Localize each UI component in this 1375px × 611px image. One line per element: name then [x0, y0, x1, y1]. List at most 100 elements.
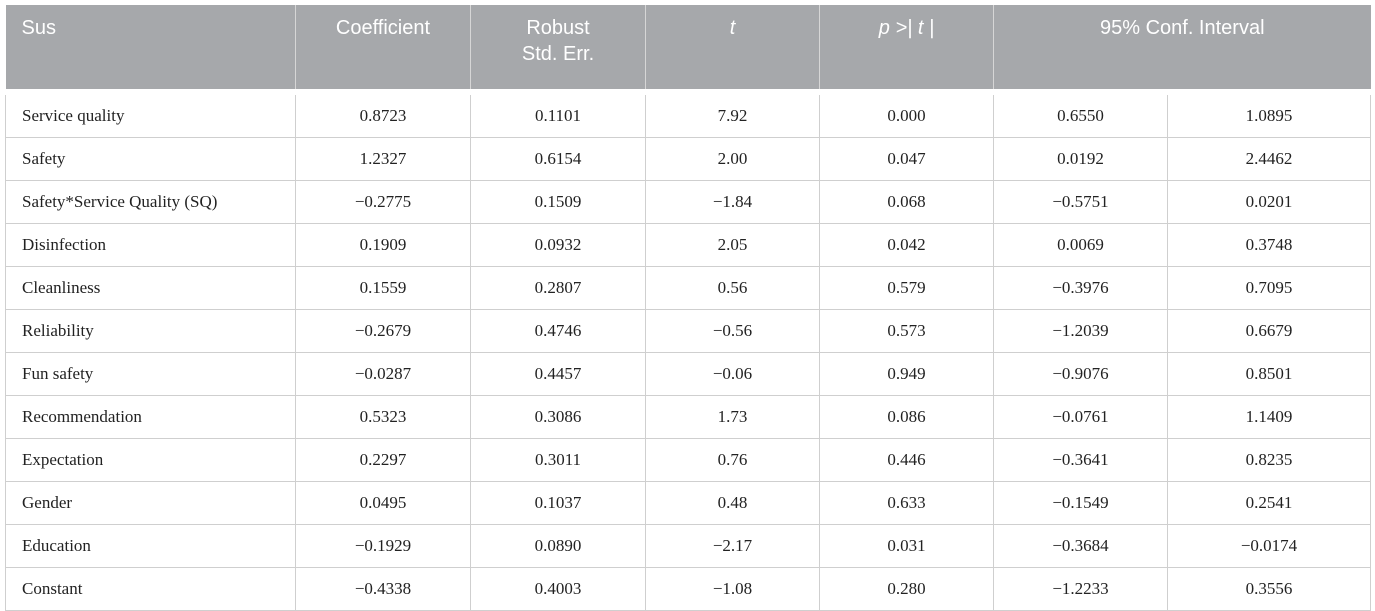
table-body: Service quality 0.8723 0.1101 7.92 0.000 0.65…	[5, 89, 1371, 611]
cell-value: −0.3641	[993, 438, 1168, 482]
row-label: Reliability	[5, 309, 296, 353]
cell-value: 0.6679	[1167, 309, 1371, 353]
cell-value: 1.1409	[1167, 395, 1371, 439]
cell-value: −0.0287	[295, 352, 471, 396]
cell-value: 2.00	[645, 137, 820, 181]
cell-value: 0.042	[819, 223, 994, 267]
cell-value: 0.48	[645, 481, 820, 525]
cell-value: 0.8723	[295, 89, 471, 138]
table-row: Service quality 0.8723 0.1101 7.92 0.000 0.65…	[5, 89, 1371, 138]
row-label: Constant	[5, 567, 296, 611]
cell-value: 0.446	[819, 438, 994, 482]
cell-value: 0.3556	[1167, 567, 1371, 611]
row-label: Education	[5, 524, 296, 568]
row-label: Fun safety	[5, 352, 296, 396]
cell-value: −0.4338	[295, 567, 471, 611]
cell-value: −1.84	[645, 180, 820, 224]
cell-value: 0.047	[819, 137, 994, 181]
cell-value: 0.949	[819, 352, 994, 396]
cell-value: 0.1037	[470, 481, 646, 525]
cell-value: 0.5323	[295, 395, 471, 439]
row-label: Safety*Service Quality (SQ)	[5, 180, 296, 224]
cell-value: 0.56	[645, 266, 820, 310]
cell-value: −0.0761	[993, 395, 1168, 439]
cell-value: −0.2679	[295, 309, 471, 353]
cell-value: 0.2807	[470, 266, 646, 310]
cell-value: −0.0174	[1167, 524, 1371, 568]
cell-value: −0.56	[645, 309, 820, 353]
cell-value: 0.8235	[1167, 438, 1371, 482]
cell-value: 0.068	[819, 180, 994, 224]
cell-value: 0.573	[819, 309, 994, 353]
cell-value: 0.0201	[1167, 180, 1371, 224]
table-row: Education −0.1929 0.0890 −2.17 0.031 −0.3684−…	[5, 524, 1371, 568]
column-header: Coefficient	[295, 5, 471, 92]
row-label: Gender	[5, 481, 296, 525]
table-row: Constant −0.4338 0.4003 −1.08 0.280 −1.2233 0.…	[5, 567, 1371, 611]
column-header: t	[645, 5, 820, 92]
regression-table: Sus Coefficient Robust Std. Err. t p >| t | 95…	[5, 5, 1371, 611]
row-label: Cleanliness	[5, 266, 296, 310]
table-row: Cleanliness 0.1559 0.2807 0.56 0.579 −0.3976 0…	[5, 266, 1371, 310]
row-label: Service quality	[5, 89, 296, 138]
cell-value: −1.2039	[993, 309, 1168, 353]
cell-value: 1.73	[645, 395, 820, 439]
cell-value: −1.08	[645, 567, 820, 611]
cell-value: 0.6154	[470, 137, 646, 181]
row-label: Disinfection	[5, 223, 296, 267]
cell-value: −0.5751	[993, 180, 1168, 224]
table-row: Fun safety −0.0287 0.4457 −0.06 0.949 −0.9076…	[5, 352, 1371, 396]
cell-value: 0.0069	[993, 223, 1168, 267]
cell-value: 1.0895	[1167, 89, 1371, 138]
column-header: p >| t |	[819, 5, 994, 92]
cell-value: 0.4003	[470, 567, 646, 611]
cell-value: −0.3684	[993, 524, 1168, 568]
header-row: Sus Coefficient Robust Std. Err. t p >| t | 95…	[5, 5, 1371, 92]
cell-value: 0.8501	[1167, 352, 1371, 396]
column-header: Sus	[5, 5, 296, 92]
cell-value: 0.4457	[470, 352, 646, 396]
cell-value: 0.633	[819, 481, 994, 525]
column-header: Robust Std. Err.	[470, 5, 646, 92]
cell-value: 7.92	[645, 89, 820, 138]
row-label: Safety	[5, 137, 296, 181]
table-row: Reliability −0.2679 0.4746 −0.56 0.573 −1.203…	[5, 309, 1371, 353]
cell-value: 1.2327	[295, 137, 471, 181]
column-header: 95% Conf. Interval	[993, 5, 1371, 92]
row-label: Recommendation	[5, 395, 296, 439]
cell-value: −0.06	[645, 352, 820, 396]
row-label: Expectation	[5, 438, 296, 482]
cell-value: 0.1559	[295, 266, 471, 310]
cell-value: 0.1909	[295, 223, 471, 267]
cell-value: −0.1549	[993, 481, 1168, 525]
cell-value: 0.086	[819, 395, 994, 439]
cell-value: 0.0495	[295, 481, 471, 525]
cell-value: −0.3976	[993, 266, 1168, 310]
cell-value: 0.7095	[1167, 266, 1371, 310]
cell-value: 0.76	[645, 438, 820, 482]
table-row: Disinfection 0.1909 0.0932 2.05 0.042 0.0069 0…	[5, 223, 1371, 267]
cell-value: 0.031	[819, 524, 994, 568]
table-row: Recommendation 0.5323 0.3086 1.73 0.086 −0.07…	[5, 395, 1371, 439]
cell-value: −0.1929	[295, 524, 471, 568]
header-line: Std. Err.	[521, 43, 595, 65]
cell-value: −0.9076	[993, 352, 1168, 396]
table-row: Safety*Service Quality (SQ) −0.2775 0.1509…	[5, 180, 1371, 224]
table-row: Safety 1.2327 0.6154 2.00 0.047 0.0192 2.4462	[5, 137, 1371, 181]
cell-value: −0.2775	[295, 180, 471, 224]
cell-value: 0.1101	[470, 89, 646, 138]
cell-value: −2.17	[645, 524, 820, 568]
cell-value: 0.0192	[993, 137, 1168, 181]
cell-value: 2.05	[645, 223, 820, 267]
table-row: Expectation 0.2297 0.3011 0.76 0.446 −0.3641 0…	[5, 438, 1371, 482]
header-line: Robust	[526, 17, 590, 39]
cell-value: 0.3748	[1167, 223, 1371, 267]
cell-value: 2.4462	[1167, 137, 1371, 181]
cell-value: 0.3086	[470, 395, 646, 439]
cell-value: 0.6550	[993, 89, 1168, 138]
cell-value: 0.2541	[1167, 481, 1371, 525]
cell-value: 0.1509	[470, 180, 646, 224]
cell-value: −1.2233	[993, 567, 1168, 611]
cell-value: 0.579	[819, 266, 994, 310]
